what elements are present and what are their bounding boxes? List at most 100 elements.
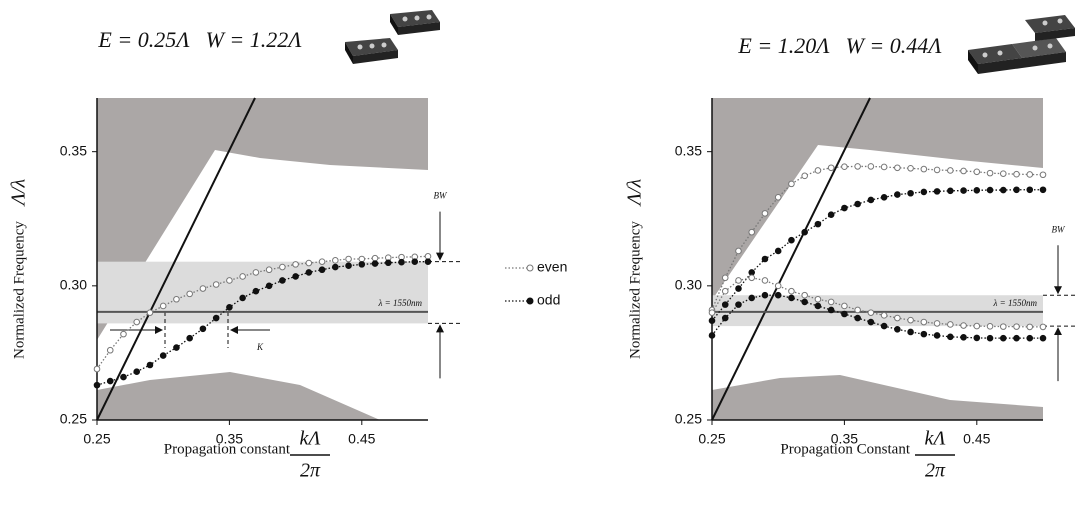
point [721,274,729,282]
right-regions [712,98,1043,420]
point [735,247,742,255]
point [1039,334,1047,342]
point [907,316,914,324]
point [120,330,127,338]
point [973,322,981,330]
point [774,247,782,255]
point [854,163,861,170]
point [854,314,861,322]
point [371,254,379,262]
point [999,334,1007,342]
point [424,258,432,265]
point [986,323,994,330]
point [894,314,901,322]
point [133,318,141,326]
point [735,285,742,292]
point [788,287,795,295]
point [827,298,835,306]
point [880,163,888,171]
point [907,165,914,172]
point [774,193,782,201]
point [265,282,273,290]
point [761,255,769,263]
point [801,298,808,306]
point [384,259,392,267]
x-tick-label: 0.35 [216,431,243,447]
point [252,287,260,295]
left-regions [97,98,428,420]
point [854,200,861,208]
point [186,334,193,342]
point [332,257,339,264]
legend-label: even [537,259,567,275]
point [920,165,928,173]
point [332,263,339,271]
annotation: BW [1052,224,1066,234]
y-label: Normalized Frequency [11,221,27,359]
band [712,295,1043,327]
point [827,211,835,219]
point [947,333,954,341]
point [867,163,875,170]
point [146,309,154,316]
point [827,164,835,172]
point [973,187,981,194]
point [1013,170,1020,178]
point [788,294,795,302]
x-label: Propagation constant [164,441,291,457]
point [880,193,888,201]
point [1039,186,1047,194]
point [814,295,822,303]
y-tick-label: 0.25 [675,411,702,427]
annotation: BW [434,191,448,201]
point [173,295,180,303]
point [358,261,366,268]
point [933,166,941,174]
point [947,187,954,195]
point [774,291,782,299]
point [960,322,967,329]
point [761,277,769,284]
x-label-denominator: 2π [925,460,946,482]
legend-marker [526,297,534,305]
point [920,330,928,338]
point [788,180,795,188]
point [867,196,875,204]
point [920,188,928,196]
point [986,334,994,342]
point [814,302,822,310]
point [748,294,756,302]
point [93,381,101,389]
point [947,321,954,328]
point [708,332,716,339]
point [761,210,769,217]
point [827,306,835,314]
point [960,167,967,175]
x-tick-label: 0.45 [963,431,990,447]
point [894,164,901,172]
point [1026,334,1034,342]
point [814,167,822,174]
point [761,291,769,299]
point [841,204,848,212]
point [814,220,822,228]
point [1026,186,1034,194]
title: E = 1.20Λ W = 0.44Λ [737,33,942,58]
title: E = 0.25Λ W = 1.22Λ [97,27,302,52]
point [1013,323,1020,330]
point [133,368,141,376]
band [97,261,428,324]
y-tick-label: 0.30 [675,277,702,293]
point [146,361,154,369]
point [120,373,127,381]
point [841,163,848,170]
point [279,263,286,271]
point [292,273,299,280]
point [721,314,729,322]
point [1026,171,1034,178]
point [999,170,1007,177]
point [854,306,861,314]
point [933,320,941,327]
series-line [711,189,1043,322]
